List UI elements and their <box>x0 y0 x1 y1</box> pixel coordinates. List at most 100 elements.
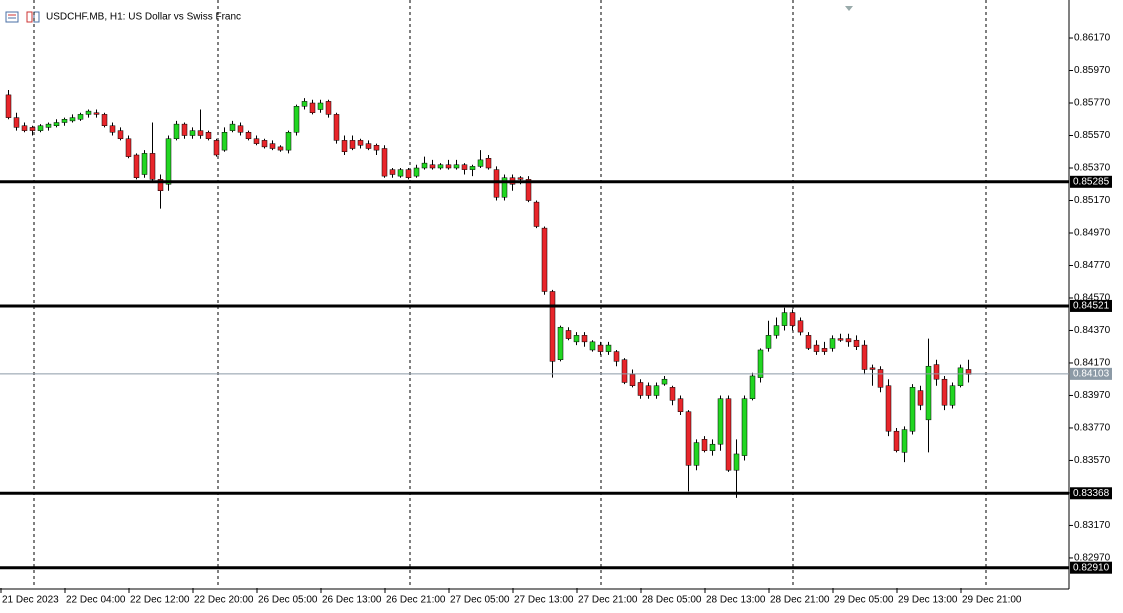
y-tick-label: 0.83170 <box>1074 520 1111 531</box>
candle-body <box>149 153 156 180</box>
y-tick-label: 0.86170 <box>1074 33 1111 44</box>
candle-body <box>869 367 876 370</box>
candle-body <box>197 130 204 136</box>
x-tick-label: 22 Dec 04:00 <box>66 595 126 606</box>
candle-body <box>669 387 676 401</box>
candle-body <box>893 430 900 451</box>
candle-body <box>381 148 388 177</box>
candle-body <box>413 167 420 177</box>
candle-body <box>461 164 468 170</box>
candle-body <box>565 330 572 339</box>
candle-body <box>437 164 444 169</box>
candle-body <box>229 123 236 131</box>
candle-body <box>581 335 588 343</box>
candle-body <box>325 101 332 115</box>
candle-body <box>309 102 316 114</box>
candle-body <box>533 201 540 227</box>
x-tick-label: 28 Dec 05:00 <box>642 595 702 606</box>
candle-body <box>637 382 644 396</box>
candle-body <box>349 140 356 149</box>
candle-body <box>421 162 428 169</box>
candle-body <box>453 164 460 169</box>
candle-body <box>101 114 108 127</box>
candle-body <box>781 312 788 326</box>
candle-body <box>5 94 12 118</box>
candle-body <box>613 351 620 362</box>
candle-body <box>541 227 548 292</box>
candle-body <box>741 398 748 456</box>
candle-body <box>125 138 132 157</box>
title-icons <box>5 11 40 23</box>
candle-body <box>573 335 580 343</box>
candle-body <box>389 169 396 175</box>
candle-body <box>877 369 884 388</box>
candle-body <box>93 112 100 115</box>
candle-body <box>821 348 828 352</box>
candle-body <box>373 145 380 151</box>
candle-body <box>109 125 116 133</box>
y-tick-label: 0.84370 <box>1074 325 1111 336</box>
candle-body <box>701 439 708 451</box>
candle-body <box>133 154 140 178</box>
candle-body <box>261 140 268 148</box>
candle-body <box>845 338 852 343</box>
level-label-box <box>1070 561 1112 574</box>
candle-body <box>757 349 764 378</box>
candle-body <box>909 387 916 432</box>
level-label: 0.83368 <box>1073 488 1110 499</box>
y-tick-label: 0.84970 <box>1074 228 1111 239</box>
candle-body <box>405 169 412 178</box>
y-tick-label: 0.85570 <box>1074 130 1111 141</box>
candle-body <box>941 378 948 406</box>
candle-body <box>829 338 836 349</box>
candle-body <box>37 125 44 131</box>
y-tick-label: 0.83770 <box>1074 423 1111 434</box>
x-tick-label: 28 Dec 13:00 <box>706 595 766 606</box>
candle-body <box>765 335 772 349</box>
candle-body <box>141 153 148 175</box>
y-tick-label: 0.83570 <box>1074 455 1111 466</box>
y-tick-label: 0.85170 <box>1074 195 1111 206</box>
candle-body <box>165 138 172 185</box>
candle-body <box>53 122 60 127</box>
candle-body <box>797 320 804 333</box>
candle-body <box>213 140 220 156</box>
x-tick-label: 27 Dec 05:00 <box>450 595 510 606</box>
candle-body <box>813 344 820 352</box>
x-tick-label: 29 Dec 13:00 <box>898 595 958 606</box>
candle-body <box>189 130 196 136</box>
candle-body <box>69 117 76 122</box>
bid-label: 0.84103 <box>1073 368 1110 379</box>
candle-body <box>293 106 300 133</box>
x-tick-label: 29 Dec 21:00 <box>962 595 1022 606</box>
candle-body <box>429 164 436 169</box>
candle-body <box>621 359 628 383</box>
candle-body <box>653 385 660 396</box>
candle-body <box>13 117 20 128</box>
x-tick-label: 26 Dec 05:00 <box>258 595 318 606</box>
candle-body <box>29 127 36 131</box>
x-tick-label: 26 Dec 13:00 <box>322 595 382 606</box>
day-separators <box>33 0 987 588</box>
candle-body <box>557 326 564 360</box>
candle-body <box>789 312 796 326</box>
candle-body <box>677 398 684 412</box>
candle-body <box>917 390 924 406</box>
candle-body <box>341 140 348 153</box>
candle-body <box>205 132 212 140</box>
chart-title: USDCHF.MB, H1: US Dollar vs Swiss Franc <box>46 12 241 23</box>
candle-body <box>685 411 692 466</box>
candle-body <box>773 325 780 336</box>
x-tick-label: 22 Dec 12:00 <box>130 595 190 606</box>
candle-body <box>253 138 260 144</box>
candle-body <box>837 338 844 341</box>
x-tick-label: 27 Dec 21:00 <box>578 595 638 606</box>
candle-body <box>805 335 812 349</box>
y-tick-label: 0.82970 <box>1074 553 1111 564</box>
candle-body <box>885 385 892 432</box>
candle-body <box>469 166 476 170</box>
candle-body <box>397 169 404 177</box>
candle-body <box>237 125 244 133</box>
candle-body <box>501 177 508 198</box>
